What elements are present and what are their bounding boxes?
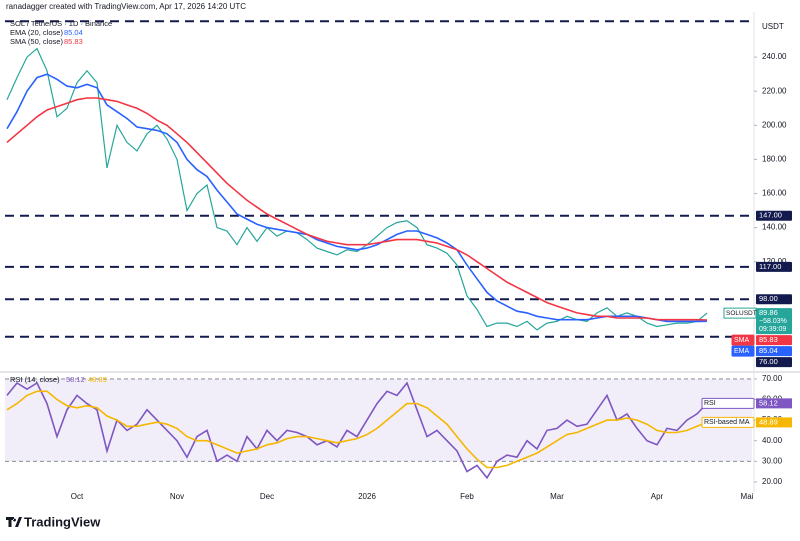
series-line xyxy=(6,390,708,469)
price-name-box xyxy=(723,307,757,319)
rsi-value-label: 48.89 xyxy=(759,417,778,426)
panel-title: SOL / TetherUS · 1D · Binance xyxy=(10,19,112,28)
axis-tag: SMA xyxy=(734,337,750,344)
axis-tag-box xyxy=(731,345,755,357)
axis-tag: RSI-based MA xyxy=(704,419,750,426)
price-countdown: 09:39:09 xyxy=(759,326,786,333)
price-change: −58.03% xyxy=(759,318,787,325)
legend-name: EMA (20, close) xyxy=(10,28,63,37)
level-label-box xyxy=(756,294,792,305)
series-line xyxy=(6,47,708,331)
ma-label: 85.04 xyxy=(759,346,778,355)
x-tick-label: Dec xyxy=(260,492,274,501)
level-label: 117.00 xyxy=(759,262,781,271)
y-tick-label: 70.00 xyxy=(762,374,783,383)
y-tick-label: 120.00 xyxy=(762,257,787,266)
price-label: 89.86 xyxy=(759,308,778,317)
axis-tag-box xyxy=(701,416,755,428)
logo-icon xyxy=(6,517,22,527)
y-tick-label: 20.00 xyxy=(762,477,783,486)
legend-value: 58.12 xyxy=(66,375,85,384)
y-tick-label: 240.00 xyxy=(762,52,787,61)
y-tick-label: 30.00 xyxy=(762,456,783,465)
y-tick-label: 200.00 xyxy=(762,120,787,129)
series-line xyxy=(6,381,708,480)
legend-name: SMA (50, close) xyxy=(10,37,63,46)
x-tick-label: Mai xyxy=(741,492,754,501)
ma-label-box xyxy=(756,346,792,357)
x-tick-label: Feb xyxy=(460,492,474,501)
price-label-box xyxy=(756,308,792,335)
x-tick-label: Mar xyxy=(550,492,564,501)
legend-value: 48.89 xyxy=(88,375,107,384)
series-line xyxy=(6,97,708,321)
y-tick-label: 220.00 xyxy=(762,86,787,95)
series-line xyxy=(6,73,708,323)
header: ranadagger created with TradingView.com,… xyxy=(6,2,246,11)
x-tick-label: Oct xyxy=(71,492,84,501)
legend-value: 85.83 xyxy=(64,37,83,46)
rsi-value-box xyxy=(756,398,792,409)
ma-label-box xyxy=(756,335,792,346)
axis-tag-box xyxy=(701,397,755,409)
x-tick-label: 2026 xyxy=(358,492,376,501)
x-tick-label: Apr xyxy=(651,492,664,501)
panel-title: RSI (14, close) xyxy=(10,375,60,384)
y-tick-label: 160.00 xyxy=(762,189,787,198)
y-tick-label: 40.00 xyxy=(762,436,783,445)
y-tick-label: 180.00 xyxy=(762,155,787,164)
axis-tag: RSI xyxy=(704,400,716,407)
level-label: 147.00 xyxy=(759,211,782,220)
level-label-box xyxy=(756,210,792,221)
rsi-band xyxy=(5,378,752,462)
y-tick-label: 140.00 xyxy=(762,223,787,232)
level-label-box xyxy=(756,357,792,368)
rsi-value-label: 58.12 xyxy=(759,398,778,407)
legend-value: 85.04 xyxy=(64,28,83,37)
footer-logo: TradingView xyxy=(24,514,101,529)
x-tick-label: Nov xyxy=(170,492,184,501)
level-label-box xyxy=(756,261,792,272)
ma-label: 85.83 xyxy=(759,335,778,344)
axis-unit: USDT xyxy=(762,22,784,31)
axis-tag-box xyxy=(731,334,755,346)
level-label: 76.00 xyxy=(759,357,778,366)
price-name: SOLUSDT xyxy=(726,310,757,317)
axis-tag: EMA xyxy=(734,348,750,355)
rsi-value-box xyxy=(756,417,792,428)
level-label: 98.00 xyxy=(759,294,778,303)
